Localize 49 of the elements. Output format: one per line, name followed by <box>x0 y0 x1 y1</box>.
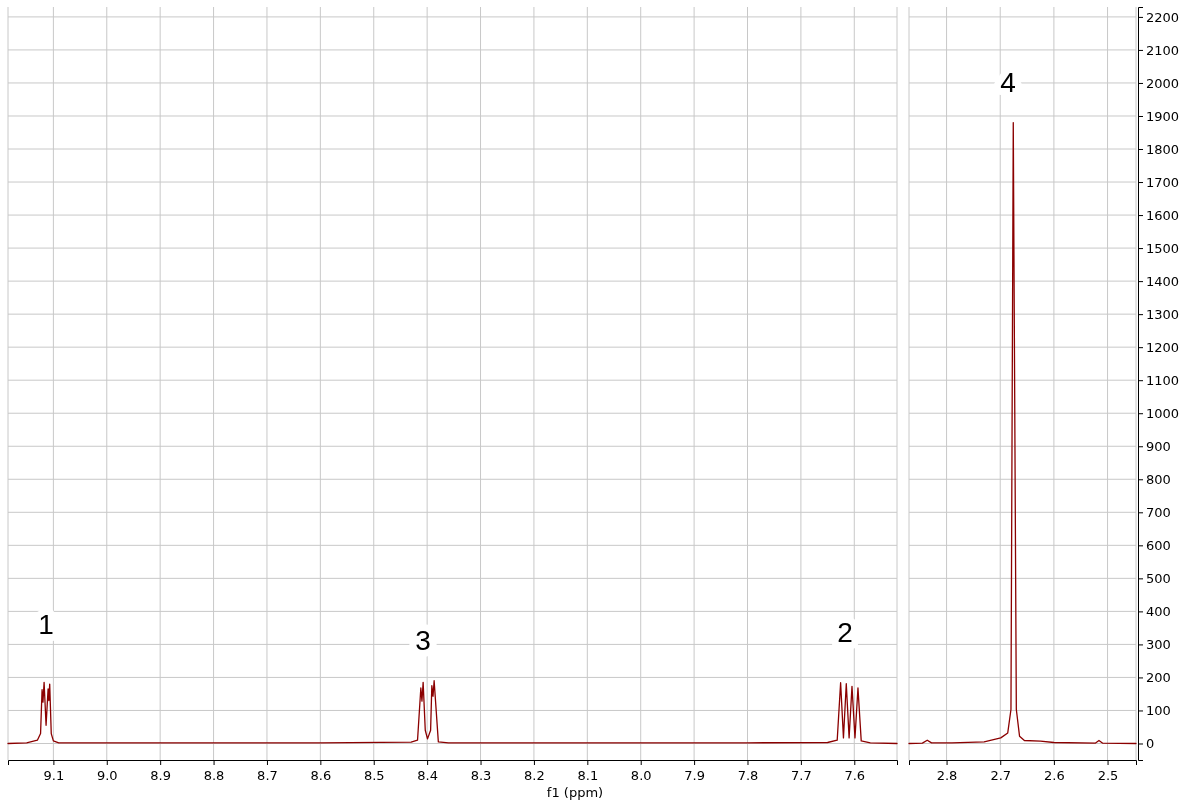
x-tick-label: 8.0 <box>630 767 652 783</box>
x-axis-title: f1 (ppm) <box>546 785 604 800</box>
x-tick-label: 8.7 <box>257 767 278 783</box>
x-tick-label: 8.3 <box>470 767 492 783</box>
y-tick-label: 1200 <box>1146 339 1180 355</box>
x-tick-label: 8.8 <box>203 767 225 783</box>
x-tick-label: 7.6 <box>844 767 866 783</box>
y-tick-label: 200 <box>1146 670 1171 686</box>
y-tick-label: 1600 <box>1146 207 1180 223</box>
y-tick-label: 600 <box>1146 537 1171 553</box>
x-tick-label: 8.1 <box>577 767 599 783</box>
x-tick-label: 8.2 <box>524 767 545 783</box>
y-tick-label: 400 <box>1146 604 1171 620</box>
y-tick-label: 1500 <box>1146 240 1180 256</box>
x-tick-label: 7.9 <box>684 767 705 783</box>
x-tick-label: 2.5 <box>1097 767 1119 783</box>
y-tick-label: 1000 <box>1146 405 1180 421</box>
line-series <box>908 121 1137 745</box>
y-tick-label: 300 <box>1146 637 1171 653</box>
x-tick-label: 9.0 <box>96 767 118 783</box>
x-tick-label: 8.6 <box>310 767 332 783</box>
y-tick-label: 1800 <box>1146 141 1180 157</box>
x-tick-label: 2.8 <box>936 767 958 783</box>
annotation: 4 <box>1000 67 1016 99</box>
x-tick-label: 7.8 <box>737 767 759 783</box>
y-tick-label: 900 <box>1146 438 1171 454</box>
y-tick-label: 1300 <box>1146 306 1180 322</box>
annotation: 1 <box>38 609 54 641</box>
y-tick-label: 2200 <box>1146 9 1180 25</box>
x-tick-label: 7.7 <box>791 767 812 783</box>
y-tick-label: 1900 <box>1146 108 1180 124</box>
y-tick-label: 1400 <box>1146 273 1180 289</box>
x-tick-label: 2.7 <box>990 767 1012 783</box>
y-tick-label: 500 <box>1146 571 1171 587</box>
x-tick-label: 2.6 <box>1044 767 1065 783</box>
y-tick-label: 100 <box>1146 703 1171 719</box>
y-tick-label: 1700 <box>1146 174 1180 190</box>
annotation: 2 <box>837 617 853 649</box>
y-tick-label: 800 <box>1146 471 1171 487</box>
y-tick-label: 2100 <box>1146 42 1180 58</box>
x-tick-label: 8.5 <box>363 767 385 783</box>
y-tick-label: 1100 <box>1146 372 1180 388</box>
x-tick-label: 8.9 <box>150 767 172 783</box>
y-tick-label: 0 <box>1146 736 1155 752</box>
y-tick-label: 2000 <box>1146 75 1180 91</box>
x-tick-label: 9.1 <box>43 767 65 783</box>
y-tick-label: 700 <box>1146 504 1171 520</box>
annotation: 3 <box>415 625 431 657</box>
x-tick-label: 8.4 <box>417 767 438 783</box>
